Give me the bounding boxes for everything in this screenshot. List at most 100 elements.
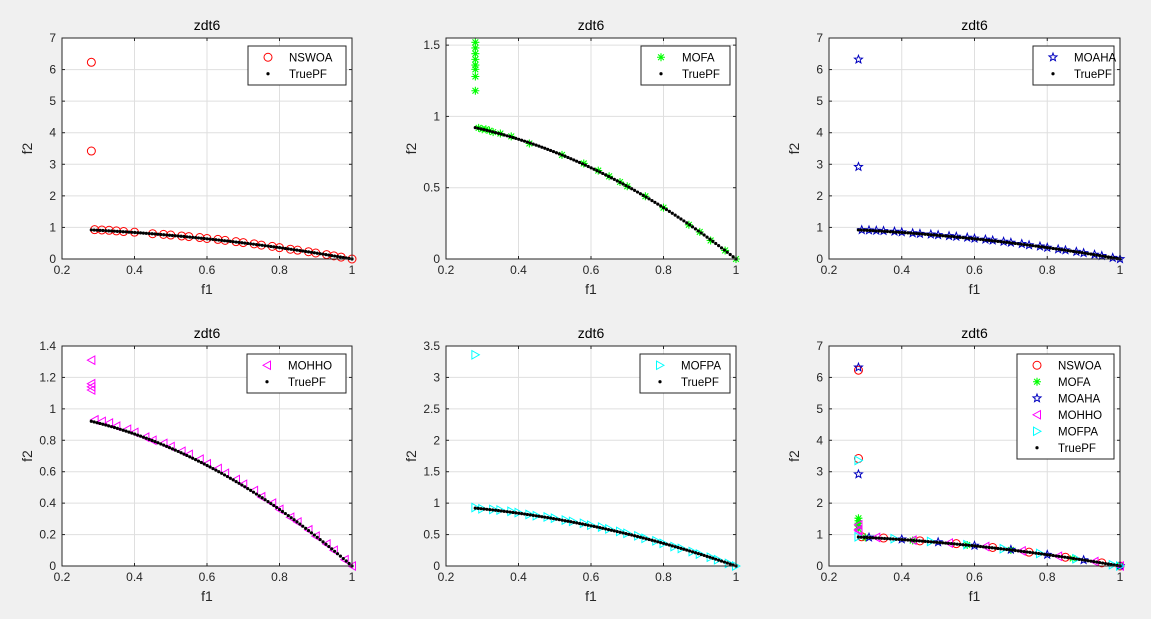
y-tick-label: 4 bbox=[816, 126, 823, 140]
data-point bbox=[604, 527, 608, 531]
data-point bbox=[534, 143, 538, 147]
y-tick-label: 0 bbox=[433, 252, 440, 266]
data-point bbox=[604, 173, 608, 177]
data-point bbox=[254, 492, 259, 496]
data-point bbox=[719, 246, 724, 250]
data-point bbox=[1071, 556, 1076, 561]
legend-marker bbox=[263, 52, 273, 62]
data-point bbox=[179, 234, 183, 238]
legend-marker bbox=[658, 380, 662, 384]
legend-marker bbox=[261, 360, 271, 371]
data-point bbox=[618, 180, 622, 185]
data-point bbox=[580, 162, 585, 166]
data-point bbox=[488, 508, 492, 512]
data-point bbox=[1106, 562, 1110, 566]
data-point bbox=[1037, 551, 1041, 556]
data-point bbox=[606, 174, 611, 178]
x-tick-label: 0.6 bbox=[966, 570, 983, 584]
data-point bbox=[868, 228, 872, 233]
chart-title: zdt6 bbox=[578, 17, 605, 33]
data-point bbox=[854, 455, 864, 466]
data-point bbox=[228, 476, 232, 480]
data-point bbox=[479, 507, 483, 511]
data-point bbox=[566, 519, 570, 523]
y-tick-label: 0 bbox=[433, 559, 440, 573]
data-point bbox=[1068, 556, 1073, 560]
data-point bbox=[935, 233, 939, 237]
data-point bbox=[196, 459, 201, 463]
data-point bbox=[920, 232, 924, 236]
data-point bbox=[725, 250, 729, 254]
data-point bbox=[560, 518, 564, 522]
y-tick-label: 2 bbox=[816, 189, 823, 203]
data-point bbox=[615, 179, 619, 183]
data-point bbox=[1092, 253, 1096, 257]
data-point bbox=[551, 517, 556, 521]
x-tick-label: 0.8 bbox=[271, 570, 288, 584]
data-point bbox=[254, 242, 259, 247]
data-point bbox=[525, 140, 530, 144]
y-tick-label: 1 bbox=[816, 220, 823, 234]
y-tick-label: 0 bbox=[816, 559, 823, 573]
x-axis-label: f1 bbox=[201, 281, 213, 297]
data-point bbox=[95, 421, 99, 425]
data-point bbox=[548, 516, 553, 520]
data-point bbox=[601, 171, 605, 176]
data-point bbox=[961, 236, 965, 240]
data-point bbox=[321, 538, 331, 550]
x-tick-label: 0.2 bbox=[438, 570, 455, 584]
data-point bbox=[1080, 251, 1084, 255]
data-point bbox=[211, 237, 215, 242]
data-point bbox=[719, 559, 724, 563]
y-tick-label: 3 bbox=[816, 157, 823, 171]
data-point bbox=[237, 481, 241, 485]
data-point bbox=[647, 537, 651, 542]
data-point bbox=[914, 539, 919, 543]
data-point bbox=[909, 538, 913, 542]
data-point bbox=[1057, 247, 1061, 251]
data-point bbox=[952, 235, 956, 239]
data-point bbox=[330, 253, 334, 258]
data-point bbox=[104, 423, 108, 427]
data-point bbox=[98, 421, 102, 426]
data-point bbox=[156, 441, 160, 445]
data-point bbox=[891, 537, 895, 541]
data-point bbox=[257, 494, 261, 498]
data-point bbox=[482, 128, 486, 132]
data-point bbox=[240, 241, 244, 245]
data-point bbox=[1028, 550, 1032, 554]
data-point bbox=[644, 195, 648, 199]
data-point bbox=[222, 239, 227, 243]
legend-marker bbox=[657, 53, 665, 62]
data-point bbox=[708, 237, 712, 241]
x-tick-label: 0.6 bbox=[583, 263, 600, 277]
y-tick-label: 4 bbox=[49, 126, 56, 140]
data-point bbox=[889, 225, 900, 237]
data-point bbox=[548, 148, 553, 153]
data-point bbox=[537, 514, 541, 518]
data-point bbox=[688, 549, 692, 553]
data-point bbox=[205, 237, 209, 241]
data-point bbox=[926, 539, 930, 544]
legend-marker bbox=[265, 380, 269, 384]
data-point bbox=[499, 509, 503, 513]
chart-title: zdt6 bbox=[961, 325, 988, 341]
x-tick-label: 0.2 bbox=[821, 263, 838, 277]
data-point bbox=[306, 528, 311, 533]
data-point bbox=[1063, 248, 1067, 252]
data-point bbox=[1042, 552, 1047, 556]
data-point bbox=[592, 524, 596, 529]
data-point bbox=[86, 355, 96, 366]
y-tick-label: 1 bbox=[433, 109, 440, 123]
data-point bbox=[170, 233, 174, 238]
y-tick-label: 6 bbox=[816, 370, 823, 384]
data-point bbox=[877, 229, 881, 233]
data-point bbox=[327, 544, 331, 549]
data-point bbox=[138, 434, 143, 438]
data-point bbox=[260, 496, 264, 500]
data-point bbox=[234, 240, 238, 244]
data-point bbox=[502, 509, 506, 513]
data-point bbox=[586, 164, 590, 169]
data-point bbox=[1086, 252, 1090, 256]
